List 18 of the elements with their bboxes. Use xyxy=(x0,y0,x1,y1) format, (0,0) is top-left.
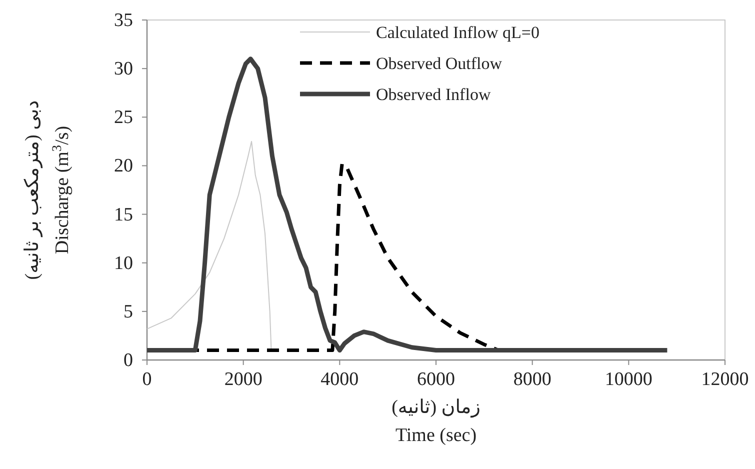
legend-label: Observed Inflow xyxy=(376,85,492,104)
x-tick-label: 4000 xyxy=(320,369,359,390)
y-tick-label: 25 xyxy=(114,107,133,128)
y-tick-label: 20 xyxy=(114,156,133,177)
legend-label: Observed Outflow xyxy=(376,54,503,73)
x-tick-label: 0 xyxy=(142,369,152,390)
x-tick-label: 6000 xyxy=(417,369,455,390)
y-tick-label: 15 xyxy=(114,204,133,226)
y-tick-label: 30 xyxy=(114,58,133,80)
y-tick-label: 5 xyxy=(124,301,133,322)
x-tick-label: 8000 xyxy=(513,369,552,390)
legend-label: Calculated Inflow qL=0 xyxy=(376,23,540,42)
y-tick-label: 10 xyxy=(114,252,133,274)
x-tick-label: 2000 xyxy=(224,369,262,390)
y-tick-label: 0 xyxy=(124,350,133,371)
x-tick-label: 10000 xyxy=(604,369,652,390)
y-tick-label: 35 xyxy=(114,10,133,31)
x-tick-label: 12000 xyxy=(701,369,749,390)
